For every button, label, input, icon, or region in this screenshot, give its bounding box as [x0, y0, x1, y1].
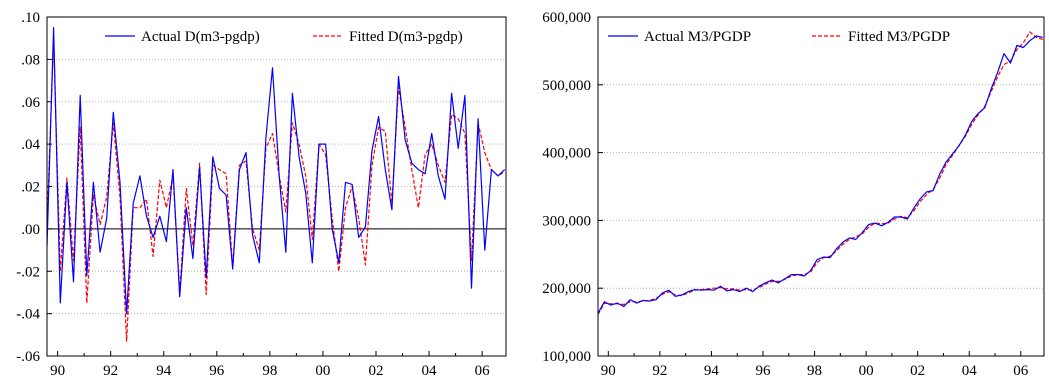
- y-tick-label: .00: [21, 222, 40, 238]
- x-tick-label: 96: [209, 363, 225, 379]
- y-tick-label: .10: [21, 10, 40, 26]
- series-line-fitted: [597, 31, 1043, 315]
- y-tick-label: 500,000: [542, 78, 591, 94]
- legend-label: Fitted M3/PGDP: [848, 29, 950, 45]
- x-tick-label: 94: [156, 363, 172, 379]
- y-tick-label: .02: [21, 180, 40, 196]
- x-tick-label: 90: [601, 363, 616, 379]
- y-tick-label: -.06: [16, 349, 40, 365]
- legend-label: Fitted D(m3-pgdp): [349, 29, 463, 45]
- y-tick-label: 200,000: [542, 281, 591, 297]
- x-tick-label: 06: [475, 363, 491, 379]
- y-tick-label: .04: [21, 137, 40, 153]
- legend-label: Actual M3/PGDP: [644, 29, 751, 45]
- x-tick-label: 02: [368, 363, 383, 379]
- series-line-actual: [46, 27, 506, 315]
- y-tick-label: 300,000: [542, 213, 591, 229]
- series-line-fitted: [46, 37, 506, 342]
- x-tick-label: 04: [962, 363, 978, 379]
- y-tick-label: .08: [21, 52, 40, 68]
- plot-frame: [46, 16, 507, 357]
- y-tick-label: 400,000: [542, 146, 591, 162]
- series-line-actual: [597, 35, 1043, 314]
- x-tick-label: 92: [652, 363, 667, 379]
- x-tick-label: 98: [262, 363, 277, 379]
- chart-1: .10 .08 .06 .04 .02 .00 -.02 -.04 -.06 90 92 94 96 98…: [16, 10, 507, 379]
- x-tick-label: 02: [910, 363, 925, 379]
- y-tick-label: -.04: [16, 307, 40, 323]
- y-tick-label: 600,000: [542, 10, 591, 26]
- x-tick-label: 04: [422, 363, 438, 379]
- y-tick-label: .06: [21, 95, 40, 111]
- x-tick-label: 00: [859, 363, 874, 379]
- x-tick-label: 06: [1013, 363, 1029, 379]
- y-tick-label: -.02: [16, 264, 40, 280]
- x-tick-label: 98: [807, 363, 822, 379]
- x-tick-label: 00: [315, 363, 330, 379]
- x-tick-label: 92: [103, 363, 118, 379]
- x-tick-label: 90: [50, 363, 65, 379]
- x-tick-label: 94: [704, 363, 720, 379]
- plot-frame: [597, 16, 1045, 357]
- chart-2: 600,000 500,000 400,000 300,000 200,000 100,0…: [542, 10, 1045, 379]
- legend-label: Actual D(m3-pgdp): [141, 29, 260, 45]
- y-tick-label: 100,000: [542, 349, 591, 365]
- x-tick-label: 96: [755, 363, 771, 379]
